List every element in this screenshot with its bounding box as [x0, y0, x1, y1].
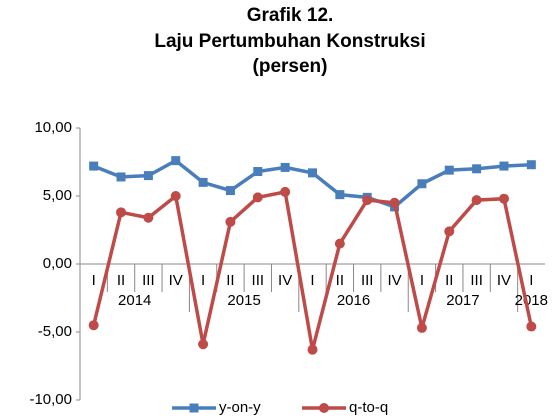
point	[88, 320, 99, 331]
point	[116, 207, 127, 218]
x-tick-label: II	[226, 272, 234, 289]
chart-title: (persen)	[253, 56, 328, 77]
y-tick-label: 0,00	[43, 255, 72, 272]
legend-label: y-on-y	[219, 399, 261, 416]
point	[362, 195, 373, 206]
x-tick-label: I	[529, 272, 533, 289]
y-tick-label: -5,00	[38, 323, 72, 340]
point	[389, 197, 400, 208]
point	[444, 165, 454, 175]
point	[89, 161, 99, 171]
point	[499, 161, 509, 171]
x-tick-label: I	[420, 272, 424, 289]
point	[526, 321, 537, 332]
point	[526, 160, 536, 170]
series-line	[91, 189, 534, 351]
x-tick-label: I	[92, 272, 96, 289]
point	[308, 168, 317, 178]
point	[143, 212, 154, 223]
point	[198, 177, 208, 187]
point	[225, 216, 236, 227]
x-tick-label: I	[310, 272, 314, 289]
point	[334, 238, 345, 249]
x-tick-label: II	[117, 272, 125, 289]
point	[170, 191, 181, 201]
point	[416, 322, 427, 333]
chart-title: Grafik 12.	[247, 5, 334, 26]
point	[225, 186, 235, 196]
year-label: 2014	[118, 292, 151, 309]
x-tick-label: II	[445, 272, 453, 289]
x-tick-label: I	[201, 272, 205, 289]
point	[335, 190, 345, 200]
point	[198, 339, 209, 350]
x-tick-label: III	[361, 272, 374, 289]
legend-marker	[189, 403, 199, 413]
year-label: 2015	[227, 292, 260, 309]
year-label: 2017	[446, 292, 479, 309]
point	[171, 156, 181, 166]
point	[498, 193, 509, 204]
point	[471, 195, 482, 206]
point	[253, 167, 263, 177]
year-label: 2018	[515, 292, 548, 309]
year-label: 2016	[337, 292, 370, 309]
series-line	[93, 158, 532, 209]
legend-label: q-to-q	[349, 399, 388, 416]
point	[472, 164, 482, 174]
y-tick-label: 5,00	[43, 187, 72, 204]
x-tick-label: III	[252, 272, 265, 289]
y-tick-label: -10,00	[29, 391, 72, 408]
point	[280, 186, 291, 197]
x-tick-label: III	[142, 272, 155, 289]
x-tick-label: IV	[387, 272, 401, 289]
point	[444, 226, 455, 237]
x-tick-label: II	[336, 272, 344, 289]
chart-title: Laju Pertumbuhan Konstruksi	[154, 31, 425, 52]
point	[417, 179, 427, 189]
x-tick-label: III	[470, 272, 483, 289]
legend-marker	[319, 403, 329, 413]
y-tick-label: 10,00	[34, 119, 72, 136]
point	[143, 171, 153, 181]
x-tick-label: IV	[169, 272, 183, 289]
point	[280, 162, 290, 172]
x-tick-label: IV	[278, 272, 292, 289]
point	[116, 172, 126, 182]
point	[252, 192, 263, 203]
x-tick-label: IV	[497, 272, 511, 289]
point	[307, 344, 318, 355]
